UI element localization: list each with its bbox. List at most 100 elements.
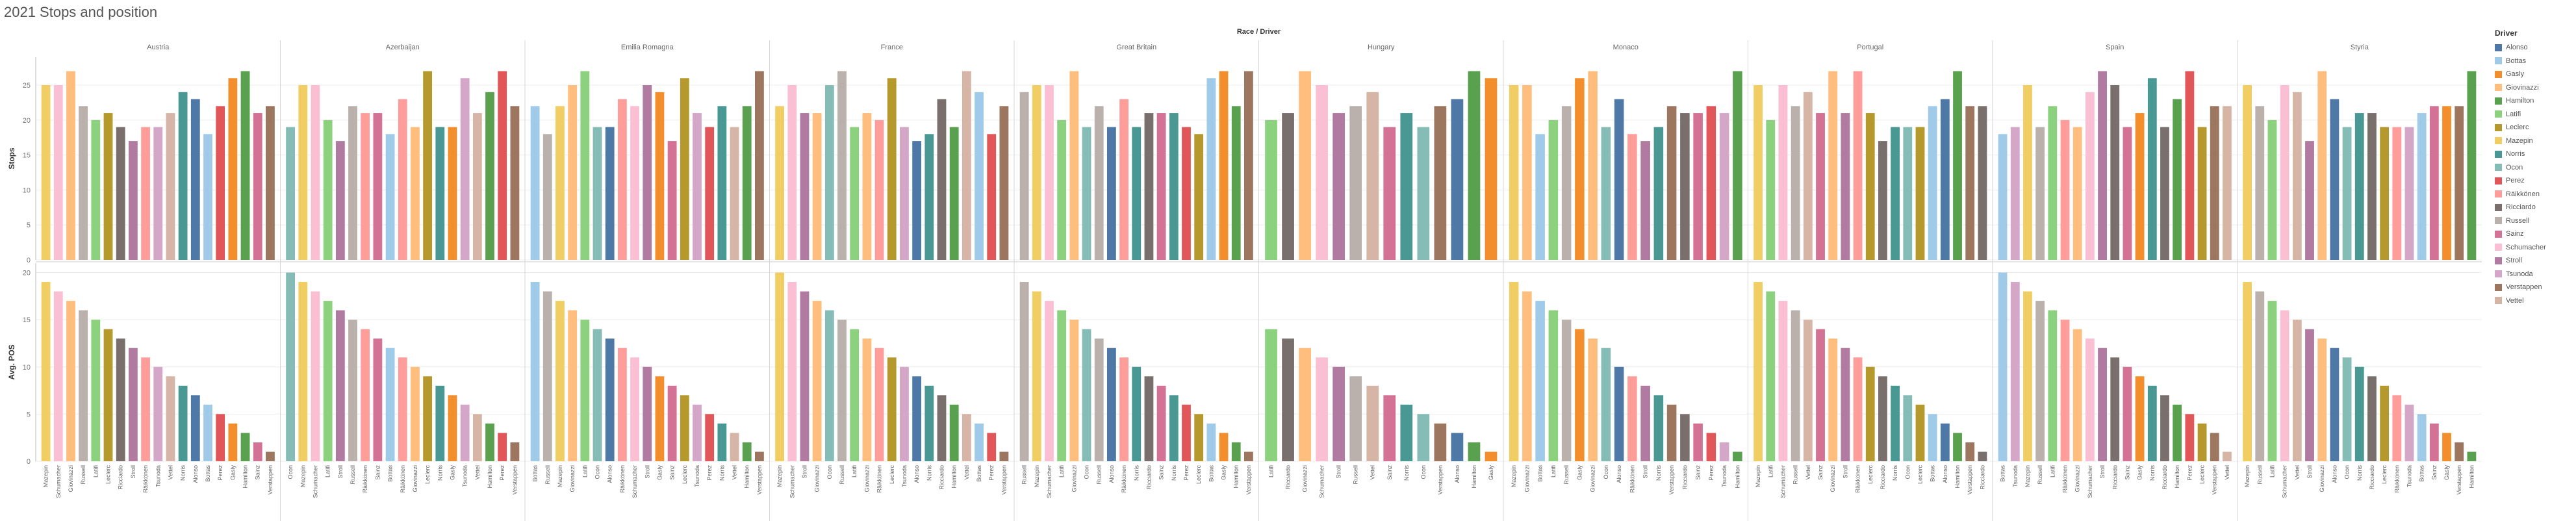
bar-avg_pos-spain-hamilton	[2173, 404, 2182, 461]
legend-item-gasly: Gasly	[2495, 68, 2573, 81]
y-tick-label: 20	[23, 117, 31, 125]
x-tick-label: Norris	[2356, 465, 2363, 481]
bar-avg_pos-azerbaijan-norris	[435, 385, 445, 461]
bar-avg_pos-monaco-norris	[1653, 395, 1664, 461]
bar-stops-france-perez	[987, 134, 997, 260]
race-label-france: France	[881, 44, 903, 51]
bar-stops-austria-latifi	[91, 120, 101, 260]
x-tick-label: Leclerc	[2381, 465, 2388, 485]
bar-avg_pos-emilia-romagna-alonso	[605, 338, 615, 461]
x-tick-label: Russell	[544, 465, 551, 485]
bar-stops-portugal-vettel	[1803, 92, 1813, 260]
bar-stops-portugal-ricciardo	[1878, 141, 1887, 260]
x-tick-label: Giovinazzi	[2319, 465, 2325, 492]
bar-stops-emilia-romagna-hamilton	[742, 106, 752, 260]
bar-avg_pos-emilia-romagna-tsunoda	[693, 404, 702, 461]
bar-stops-portugal-alonso	[1940, 99, 1950, 260]
bar-stops-azerbaijan-sainz	[373, 113, 383, 260]
bar-stops-azerbaijan-tsunoda	[460, 78, 470, 260]
x-tick-label: Vettel	[474, 465, 481, 480]
bar-stops-azerbaijan-perez	[498, 71, 507, 260]
bar-avg_pos-france-vettel	[962, 414, 971, 461]
bar-stops-styria-norris	[2354, 113, 2364, 260]
bar-avg_pos-azerbaijan-raikkonen	[361, 329, 370, 461]
bar-stops-austria-stroll	[128, 141, 138, 260]
bar-stops-hungary-schumacher	[1316, 85, 1328, 260]
bar-stops-emilia-romagna-latifi	[580, 71, 590, 260]
bar-avg_pos-hungary-giovinazzi	[1299, 348, 1311, 461]
bar-stops-monaco-perez	[1706, 106, 1716, 260]
legend-label: Alonso	[2506, 44, 2528, 52]
bar-stops-hungary-giovinazzi	[1299, 71, 1311, 260]
bar-stops-emilia-romagna-alonso	[605, 127, 615, 260]
bar-stops-great-britain-hamilton	[1231, 106, 1241, 260]
legend-label: Russell	[2506, 216, 2530, 225]
x-tick-label: Räikkönen	[142, 465, 149, 493]
bar-stops-great-britain-schumacher	[1045, 85, 1054, 260]
legend-item-stroll: Stroll	[2495, 254, 2573, 268]
x-tick-label: Stroll	[130, 465, 136, 479]
x-tick-label: Räikkönen	[2062, 465, 2069, 493]
bar-avg_pos-austria-hamilton	[240, 433, 250, 461]
bar-stops-monaco-bottas	[1535, 134, 1545, 260]
bar-avg_pos-france-leclerc	[887, 357, 897, 461]
bar-stops-france-russell	[837, 71, 847, 260]
bar-avg_pos-spain-ricciardo	[2110, 357, 2120, 461]
bar-avg_pos-emilia-romagna-stroll	[643, 366, 652, 461]
x-tick-label: Verstappen	[1001, 465, 1007, 495]
bar-avg_pos-austria-russell	[79, 310, 88, 461]
legend-swatch	[2495, 230, 2502, 238]
x-tick-label: Hamilton	[2468, 465, 2475, 489]
bar-stops-azerbaijan-bottas	[385, 134, 395, 260]
race-label-great-britain: Great Britain	[1116, 44, 1156, 51]
bar-avg_pos-austria-schumacher	[53, 291, 63, 461]
bar-avg_pos-france-stroll	[800, 291, 810, 461]
y-axis-label-avg_pos: Avg. POS	[7, 344, 16, 379]
bar-avg_pos-portugal-ocon	[1903, 395, 1913, 461]
page-title: 2021 Stops and position	[4, 4, 158, 20]
x-tick-label: Latifi	[1058, 465, 1065, 477]
x-tick-label: Leclerc	[682, 465, 688, 485]
x-tick-label: Bottas	[2419, 465, 2425, 482]
x-tick-label: Gasly	[1221, 465, 1227, 481]
bar-stops-austria-verstappen	[266, 106, 275, 260]
bar-avg_pos-austria-bottas	[203, 404, 212, 461]
bar-stops-spain-ricciardo	[2160, 127, 2169, 260]
bar-avg_pos-great-britain-giovinazzi	[1069, 320, 1079, 461]
bar-stops-france-vettel	[962, 71, 971, 260]
x-tick-label: Hamilton	[242, 465, 249, 489]
legend-label: Gasly	[2506, 70, 2525, 79]
x-tick-label: Giovinazzi	[1071, 465, 1077, 492]
bar-stops-portugal-bottas	[1928, 106, 1937, 260]
bar-avg_pos-portugal-russell	[1791, 310, 1800, 461]
bar-stops-monaco-alonso	[1614, 99, 1624, 260]
bar-avg_pos-monaco-perez	[1706, 433, 1716, 461]
x-tick-label: Mazepin	[43, 465, 49, 487]
bar-avg_pos-portugal-ricciardo	[1878, 376, 1887, 461]
x-tick-label: Ricciardo	[1681, 465, 1688, 490]
bar-avg_pos-spain-ricciardo	[2160, 395, 2169, 461]
bar-stops-monaco-ocon	[1601, 127, 1611, 260]
bar-stops-portugal-hamilton	[1953, 71, 1962, 260]
bar-avg_pos-azerbaijan-raikkonen	[398, 357, 407, 461]
x-tick-label: Gasly	[449, 465, 455, 481]
bar-avg_pos-great-britain-alonso	[1106, 348, 1116, 461]
x-tick-label: Norris	[180, 465, 186, 481]
x-tick-label: Norris	[2149, 465, 2156, 481]
bar-avg_pos-azerbaijan-mazepin	[298, 282, 308, 461]
x-tick-label: Tsunoda	[462, 465, 468, 487]
race-label-spain: Spain	[2106, 44, 2124, 51]
x-tick-label: Stroll	[1842, 465, 1848, 479]
y-tick-label: 10	[23, 364, 31, 372]
bar-stops-france-mazepin	[775, 106, 784, 260]
x-tick-label: Giovinazzi	[1524, 465, 1530, 492]
legend-item-ricciardo: Ricciardo	[2495, 201, 2573, 214]
legend-label: Norris	[2506, 150, 2525, 159]
x-tick-label: Hamilton	[744, 465, 750, 489]
x-tick-label: Gasly	[1576, 465, 1583, 481]
bar-stops-great-britain-bottas	[1206, 78, 1216, 260]
bar-avg_pos-portugal-bottas	[1928, 414, 1937, 461]
bar-avg_pos-great-britain-verstappen	[1244, 451, 1253, 461]
legend-swatch	[2495, 190, 2502, 198]
bar-avg_pos-hungary-ocon	[1417, 414, 1430, 461]
